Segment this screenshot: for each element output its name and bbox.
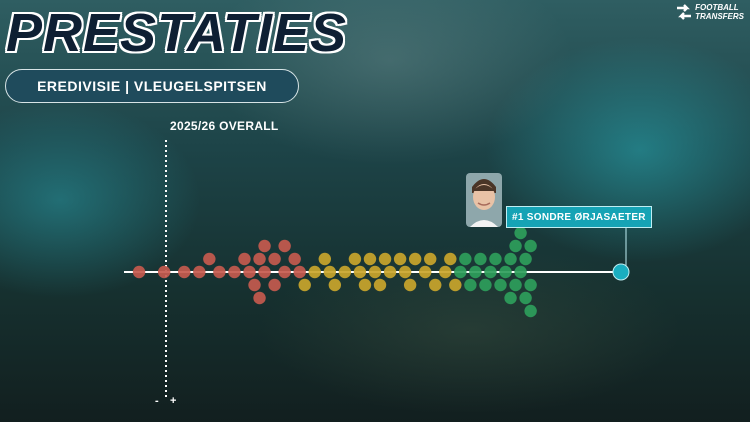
data-point-mid	[378, 252, 392, 266]
data-point-mid	[419, 265, 432, 279]
data-point-high	[484, 265, 497, 279]
data-point-high	[464, 278, 477, 292]
data-point-low	[268, 278, 281, 292]
data-point-mid	[348, 252, 362, 266]
data-point-mid	[398, 265, 412, 279]
data-point-high	[509, 239, 522, 253]
data-point-mid	[373, 278, 387, 292]
data-point-mid	[323, 265, 337, 279]
data-point-low	[228, 265, 241, 279]
data-point-high	[504, 291, 517, 305]
data-point-high	[524, 239, 537, 253]
data-point-mid	[353, 265, 367, 279]
data-point-high	[469, 265, 482, 279]
brand-logo: FOOTBALL TRANSFERS	[675, 3, 744, 21]
data-point-mid	[429, 278, 442, 292]
data-point-low	[178, 265, 191, 279]
data-point-mid	[408, 252, 422, 266]
data-point-low	[157, 265, 171, 279]
data-point-low	[213, 265, 226, 279]
brand-text: FOOTBALL TRANSFERS	[695, 3, 744, 21]
data-point-low	[253, 291, 266, 305]
data-point-mid	[363, 252, 377, 266]
subtitle-pill: EREDIVISIE | VLEUGELSPITSEN	[5, 69, 299, 103]
data-point-mid	[383, 265, 397, 279]
data-point-mid	[338, 265, 352, 279]
highlight-callout: #1 SONDRE ØRJASAETER	[506, 206, 652, 228]
data-point-mid	[424, 252, 437, 266]
axis-plus-label: +	[170, 395, 177, 407]
data-point-mid	[439, 265, 452, 279]
data-point-high	[509, 278, 522, 292]
data-point-low	[293, 265, 306, 279]
data-point-high	[524, 278, 537, 292]
data-point-high	[454, 265, 467, 279]
axis-minus-label: -	[155, 395, 159, 407]
data-point-low	[193, 265, 206, 279]
data-point-high	[494, 278, 507, 292]
data-point-low	[278, 265, 291, 279]
data-point-low	[238, 252, 251, 266]
data-point-high	[489, 252, 502, 266]
data-point-mid	[403, 278, 417, 292]
data-point-low	[258, 239, 271, 253]
player-avatar	[466, 173, 502, 227]
data-point-low	[132, 265, 146, 279]
brand-line-2: TRANSFERS	[695, 12, 744, 21]
data-point-mid	[308, 265, 321, 279]
data-point-high	[519, 291, 532, 305]
data-point-high	[474, 252, 487, 266]
data-point-mid	[393, 252, 407, 266]
data-point-high	[499, 265, 512, 279]
data-point-mid	[358, 278, 372, 292]
data-point-low	[253, 252, 266, 266]
highlight-point	[612, 263, 630, 281]
data-point-mid	[328, 278, 342, 292]
data-point-low	[243, 265, 256, 279]
data-point-low	[288, 252, 301, 266]
data-point-high	[514, 265, 527, 279]
page-title: PRESTATIES	[6, 3, 348, 63]
data-point-low	[203, 252, 216, 266]
data-point-low	[258, 265, 271, 279]
data-point-low	[278, 239, 291, 253]
data-point-low	[268, 252, 281, 266]
data-point-mid	[318, 252, 331, 266]
data-points	[132, 226, 630, 318]
player-photo-icon	[466, 173, 502, 227]
season-label: 2025/26 OVERALL	[170, 119, 279, 133]
data-point-high	[459, 252, 472, 266]
data-point-mid	[444, 252, 457, 266]
subtitle-text: EREDIVISIE | VLEUGELSPITSEN	[37, 78, 267, 94]
data-point-high	[519, 252, 532, 266]
data-point-low	[248, 278, 261, 292]
data-point-high	[514, 226, 527, 240]
data-point-mid	[368, 265, 382, 279]
data-point-high	[479, 278, 492, 292]
arrows-icon	[677, 4, 692, 20]
data-point-high	[524, 304, 537, 318]
data-point-high	[504, 252, 517, 266]
brand-line-1: FOOTBALL	[695, 3, 739, 12]
data-point-mid	[449, 278, 462, 292]
data-point-mid	[298, 278, 311, 292]
